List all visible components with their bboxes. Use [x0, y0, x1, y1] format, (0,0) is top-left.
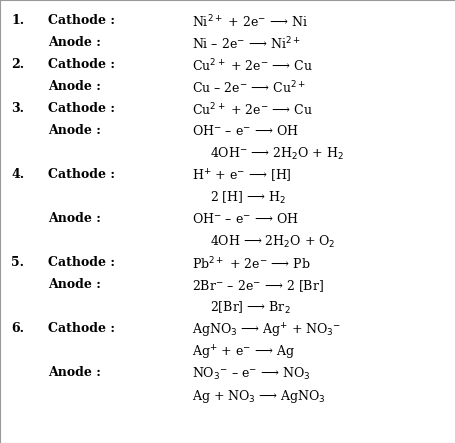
Text: AgNO$_3$ ⟶ Ag$^{+}$ + NO$_3$$^{-}$: AgNO$_3$ ⟶ Ag$^{+}$ + NO$_3$$^{-}$ [191, 322, 340, 340]
Text: Ag$^{+}$ + e$^{-}$ ⟶ Ag: Ag$^{+}$ + e$^{-}$ ⟶ Ag [191, 344, 294, 362]
Text: Pb$^{2+}$ + 2e$^{-}$ ⟶ Pb: Pb$^{2+}$ + 2e$^{-}$ ⟶ Pb [191, 256, 309, 272]
Text: Cathode :: Cathode : [48, 256, 115, 269]
Text: Ni – 2e$^{-}$ ⟶ Ni$^{2+}$: Ni – 2e$^{-}$ ⟶ Ni$^{2+}$ [191, 36, 300, 53]
Text: Cu – 2e$^{-}$ ⟶ Cu$^{2+}$: Cu – 2e$^{-}$ ⟶ Cu$^{2+}$ [191, 80, 305, 97]
Text: NO$_3$$^{-}$ – e$^{-}$ ⟶ NO$_3$: NO$_3$$^{-}$ – e$^{-}$ ⟶ NO$_3$ [191, 366, 309, 382]
Text: OH$^{-}$ – e$^{-}$ ⟶ OH: OH$^{-}$ – e$^{-}$ ⟶ OH [191, 212, 298, 226]
Text: Cathode :: Cathode : [48, 322, 115, 335]
Text: 3.: 3. [11, 102, 25, 115]
Text: Anode :: Anode : [48, 366, 101, 379]
Text: Anode :: Anode : [48, 212, 101, 225]
Text: 2 [H] ⟶ H$_2$: 2 [H] ⟶ H$_2$ [209, 190, 285, 206]
Text: Cathode :: Cathode : [48, 14, 115, 27]
Text: 2[Br] ⟶ Br$_2$: 2[Br] ⟶ Br$_2$ [209, 300, 290, 316]
Text: Anode :: Anode : [48, 36, 101, 49]
Text: OH$^{-}$ – e$^{-}$ ⟶ OH: OH$^{-}$ – e$^{-}$ ⟶ OH [191, 124, 298, 138]
Text: Cathode :: Cathode : [48, 58, 115, 71]
Text: Anode :: Anode : [48, 124, 101, 137]
Text: Anode :: Anode : [48, 80, 101, 93]
Text: H$^{+}$ + e$^{-}$ ⟶ [H]: H$^{+}$ + e$^{-}$ ⟶ [H] [191, 168, 291, 185]
Text: 4OH ⟶ 2H$_2$O + O$_2$: 4OH ⟶ 2H$_2$O + O$_2$ [209, 234, 334, 250]
Text: 2Br$^{-}$ – 2e$^{-}$ ⟶ 2 [Br]: 2Br$^{-}$ – 2e$^{-}$ ⟶ 2 [Br] [191, 278, 323, 294]
Text: 1.: 1. [11, 14, 25, 27]
Text: Ni$^{2+}$ + 2e$^{-}$ ⟶ Ni: Ni$^{2+}$ + 2e$^{-}$ ⟶ Ni [191, 14, 307, 31]
Text: 4OH$^{-}$ ⟶ 2H$_2$O + H$_2$: 4OH$^{-}$ ⟶ 2H$_2$O + H$_2$ [209, 146, 343, 162]
Text: 6.: 6. [11, 322, 25, 335]
Text: 5.: 5. [11, 256, 25, 269]
Text: Anode :: Anode : [48, 278, 101, 291]
Text: Cathode :: Cathode : [48, 168, 115, 181]
Text: 2.: 2. [11, 58, 25, 71]
Text: Cathode :: Cathode : [48, 102, 115, 115]
Text: 4.: 4. [11, 168, 25, 181]
Text: Cu$^{2+}$ + 2e$^{-}$ ⟶ Cu: Cu$^{2+}$ + 2e$^{-}$ ⟶ Cu [191, 58, 312, 74]
Text: Cu$^{2+}$ + 2e$^{-}$ ⟶ Cu: Cu$^{2+}$ + 2e$^{-}$ ⟶ Cu [191, 102, 312, 119]
Text: Ag + NO$_3$ ⟶ AgNO$_3$: Ag + NO$_3$ ⟶ AgNO$_3$ [191, 388, 324, 405]
